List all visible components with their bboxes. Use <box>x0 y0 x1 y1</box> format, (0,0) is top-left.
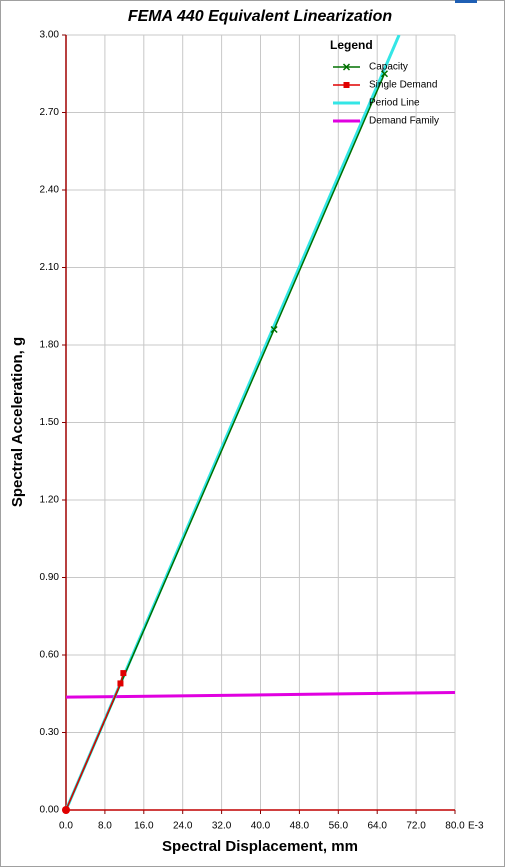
x-tick-label: 64.0 <box>367 821 387 832</box>
y-tick-label: 1.20 <box>40 495 60 506</box>
x-tick-label: 16.0 <box>134 821 154 832</box>
y-tick-label: 2.10 <box>40 262 60 273</box>
y-axis-label: Spectral Acceleration, g <box>9 337 26 507</box>
y-tick-label: 2.40 <box>40 185 60 196</box>
legend-label: Period Line <box>369 98 420 109</box>
x-tick-label: 0.0 <box>59 821 73 832</box>
y-tick-label: 0.00 <box>40 805 60 816</box>
y-tick-label: 1.50 <box>40 417 60 428</box>
y-tick-label: 2.70 <box>40 107 60 118</box>
origin-point <box>62 806 70 814</box>
x-tick-label: 56.0 <box>329 821 349 832</box>
marker <box>270 325 278 334</box>
x-axis-label: Spectral Displacement, mm <box>162 838 358 855</box>
legend-label: Capacity <box>369 62 408 73</box>
corner-tab <box>455 0 477 3</box>
x-tick-label: 80.0 <box>445 821 465 832</box>
y-tick-label: 0.60 <box>40 650 60 661</box>
series-line <box>66 690 455 699</box>
legend-title: Legend <box>330 38 373 52</box>
marker <box>120 670 127 677</box>
x-tick-label: 32.0 <box>212 821 232 832</box>
x-tick-suffix: E-3 <box>468 821 484 832</box>
marker <box>380 70 389 78</box>
marker <box>117 680 124 687</box>
x-tick-label: 24.0 <box>173 821 193 832</box>
legend-label: Single Demand <box>369 80 437 91</box>
y-tick-label: 0.90 <box>40 572 60 583</box>
legend-marker <box>343 82 350 88</box>
legend-marker <box>342 63 351 71</box>
y-tick-label: 3.00 <box>40 30 60 41</box>
x-tick-label: 8.0 <box>98 821 112 832</box>
legend-label: Demand Family <box>369 116 439 127</box>
x-tick-label: 48.0 <box>290 821 310 832</box>
x-tick-label: 72.0 <box>406 821 426 832</box>
x-tick-label: 40.0 <box>251 821 271 832</box>
series-layer <box>66 35 455 810</box>
chart-title: FEMA 440 Equivalent Linearization <box>128 8 393 25</box>
y-tick-label: 1.80 <box>40 340 60 351</box>
y-tick-label: 0.30 <box>40 727 60 738</box>
